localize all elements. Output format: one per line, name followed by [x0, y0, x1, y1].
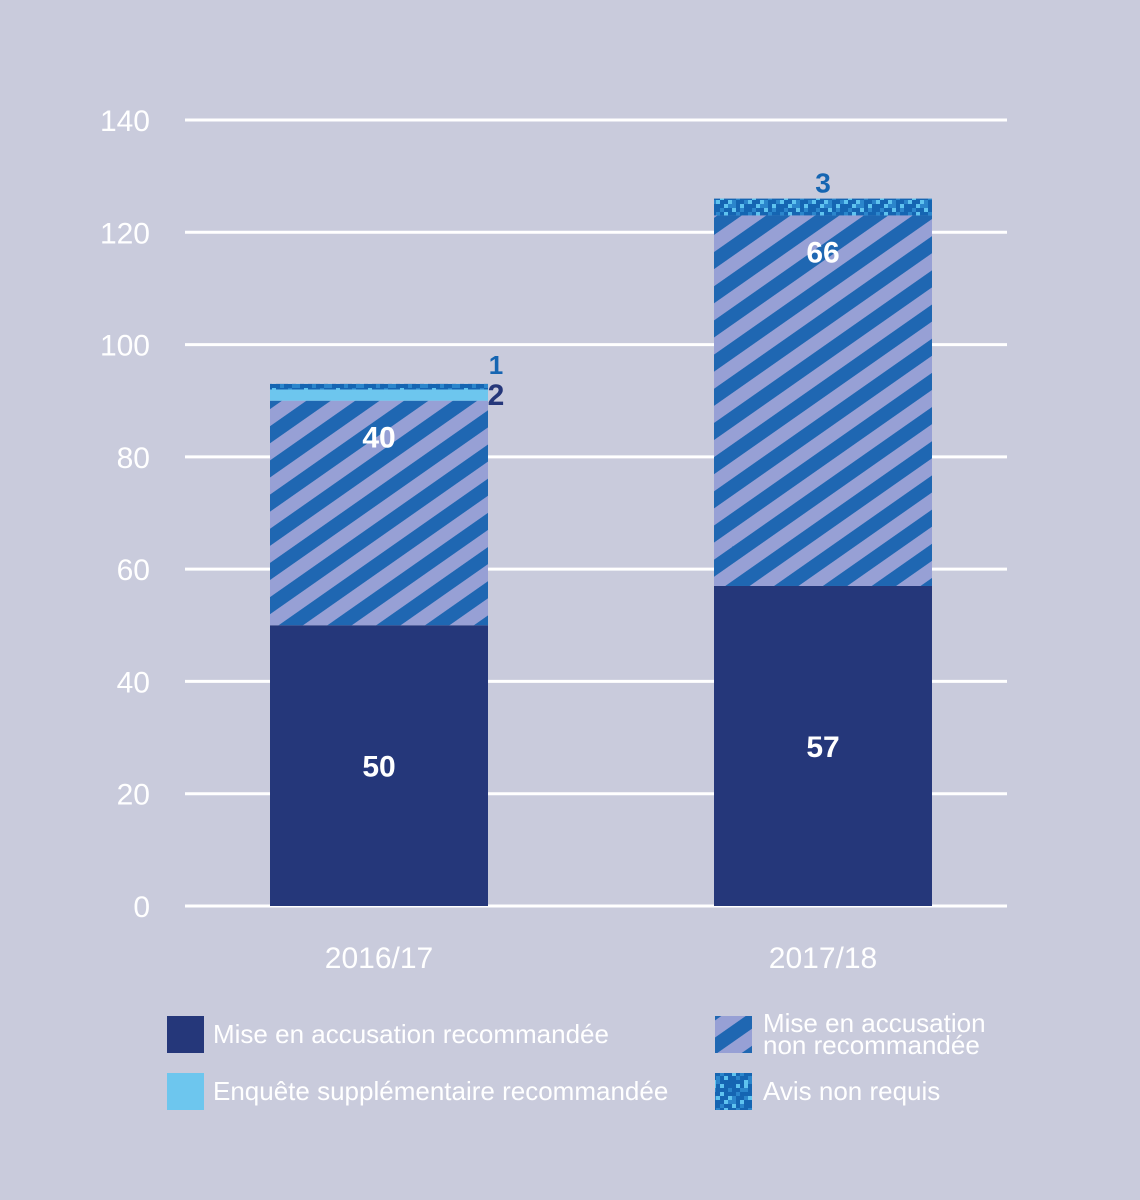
- bar-segment: [714, 585, 932, 906]
- legend-label: Avis non requis: [763, 1076, 940, 1106]
- data-label: 57: [806, 731, 839, 764]
- data-label: 40: [362, 422, 395, 455]
- bar-segment: [270, 389, 488, 401]
- y-tick-label: 20: [117, 779, 150, 812]
- bar-segment: [714, 215, 932, 586]
- bar-segment: [270, 383, 488, 390]
- legend-swatch: [715, 1016, 752, 1053]
- y-tick-label: 0: [133, 891, 150, 924]
- legend-swatch: [715, 1073, 752, 1110]
- x-category-label: 2017/18: [769, 942, 877, 975]
- legend-label: Enquête supplémentaire recommandée: [213, 1076, 668, 1106]
- legend-label: non recommandée: [763, 1030, 980, 1060]
- legend-swatch: [167, 1016, 204, 1053]
- y-tick-label: 100: [100, 330, 150, 363]
- y-tick-label: 140: [100, 105, 150, 138]
- bar-segment: [714, 198, 932, 216]
- data-label: 66: [806, 236, 839, 269]
- y-tick-label: 40: [117, 666, 150, 699]
- data-label: 50: [362, 751, 395, 784]
- y-tick-label: 80: [117, 442, 150, 475]
- legend-label: Mise en accusation: [763, 1008, 986, 1038]
- legend-swatch: [167, 1073, 204, 1110]
- y-tick-label: 120: [100, 217, 150, 250]
- bar-segment: [270, 400, 488, 626]
- data-label: 2: [488, 379, 505, 412]
- data-label: 3: [815, 168, 831, 199]
- x-category-label: 2016/17: [325, 942, 433, 975]
- legend-label: Mise en accusation recommandée: [213, 1019, 609, 1049]
- bar-segment: [270, 625, 488, 906]
- data-label: 1: [489, 350, 503, 380]
- y-tick-label: 60: [117, 554, 150, 587]
